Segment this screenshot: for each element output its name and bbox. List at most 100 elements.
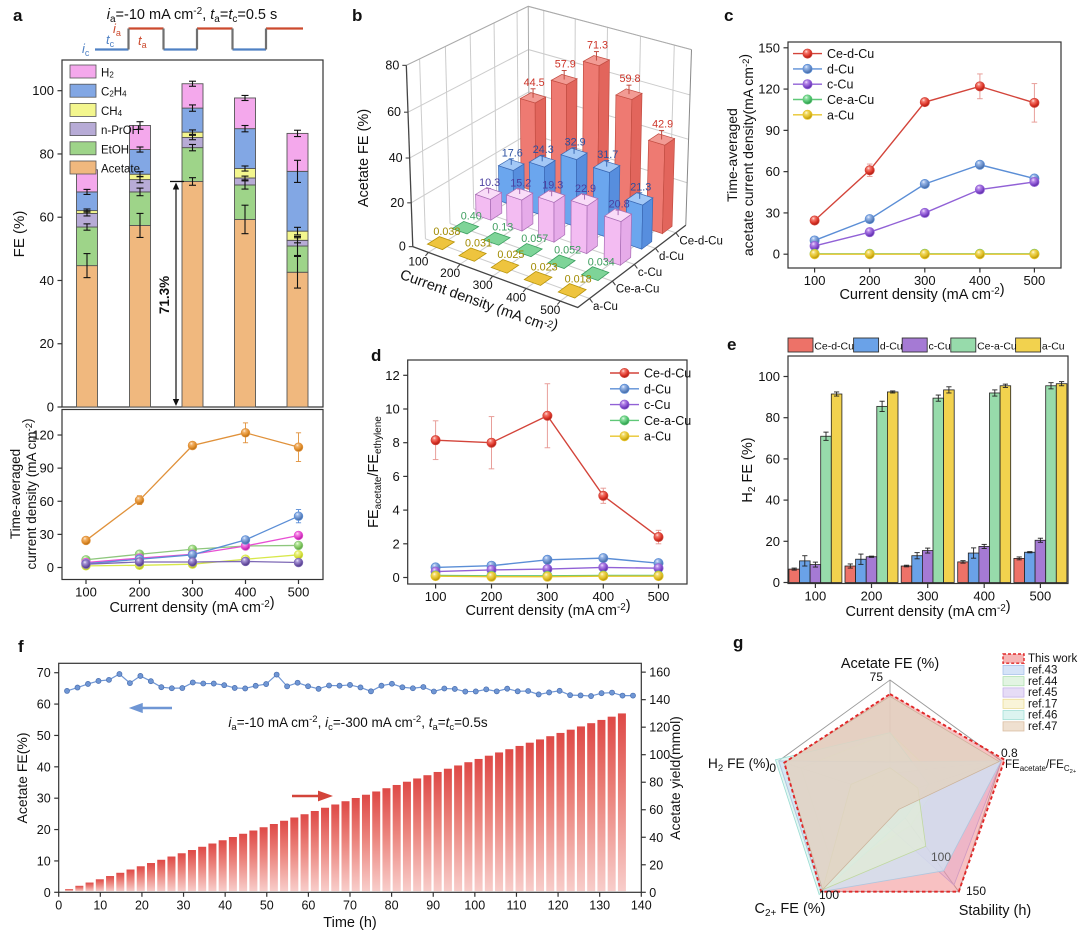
svg-text:200: 200 [440,266,460,280]
svg-text:30: 30 [177,898,191,912]
svg-text:0: 0 [392,570,399,585]
svg-text:This work: This work [1028,653,1077,665]
svg-text:150: 150 [758,40,780,55]
svg-text:EtOH: EtOH [101,144,129,156]
svg-text:160: 160 [649,666,670,680]
svg-text:c-Cu: c-Cu [827,78,853,92]
svg-text:d-Cu: d-Cu [827,62,854,76]
svg-text:Ce-d-Cu: Ce-d-Cu [827,47,874,61]
svg-text:150: 150 [966,884,986,898]
svg-text:50: 50 [260,898,274,912]
svg-text:44.5: 44.5 [524,77,545,89]
svg-text:0: 0 [649,886,656,900]
svg-text:80: 80 [766,410,780,425]
svg-text:tc: tc [106,32,115,49]
svg-text:0: 0 [47,400,54,415]
svg-text:6: 6 [392,469,399,484]
svg-text:200: 200 [481,589,503,604]
svg-text:acetate current density(mA cm-: acetate current density(mA cm-2) [736,54,756,256]
svg-text:2: 2 [392,536,399,551]
svg-text:400: 400 [235,585,257,600]
svg-text:90: 90 [426,898,440,912]
svg-text:90: 90 [40,461,54,476]
svg-text:100: 100 [464,898,485,912]
svg-text:31.7: 31.7 [597,149,618,161]
svg-text:17.6: 17.6 [502,147,523,159]
svg-text:140: 140 [631,898,652,912]
svg-text:400: 400 [592,589,614,604]
svg-text:0.8: 0.8 [1001,746,1018,760]
svg-text:30: 30 [766,205,780,220]
svg-text:300: 300 [537,589,559,604]
svg-text:Time-averaged: Time-averaged [8,449,23,539]
svg-text:n-PrOH: n-PrOH [101,125,140,137]
svg-text:ref.47: ref.47 [1028,721,1057,733]
svg-text:10: 10 [93,898,107,912]
svg-text:60: 60 [766,451,780,466]
svg-text:300: 300 [914,273,936,288]
svg-text:100: 100 [649,748,670,762]
svg-text:500: 500 [540,303,560,317]
svg-text:80: 80 [385,58,399,72]
svg-text:20: 20 [40,336,54,351]
svg-text:300: 300 [917,589,939,604]
svg-text:c-Cu: c-Cu [638,267,662,279]
svg-text:400: 400 [506,290,526,304]
svg-text:40: 40 [218,898,232,912]
svg-text:75: 75 [870,670,884,684]
svg-text:20.8: 20.8 [609,199,630,211]
svg-text:0: 0 [47,560,54,575]
svg-text:100: 100 [425,589,447,604]
svg-text:ia: ia [113,21,121,38]
svg-text:60: 60 [301,898,315,912]
svg-text:0: 0 [773,247,780,262]
svg-text:60: 60 [387,105,401,119]
svg-text:20: 20 [649,858,663,872]
svg-text:c-Cu: c-Cu [929,340,951,352]
svg-text:120: 120 [758,82,780,97]
svg-text:a-Cu: a-Cu [593,301,618,313]
svg-text:60: 60 [649,803,663,817]
svg-text:f: f [18,637,24,656]
svg-text:C2H4: C2H4 [101,87,127,99]
svg-text:100: 100 [758,369,780,384]
svg-text:42.9: 42.9 [652,119,673,131]
svg-text:Acetate FE (%): Acetate FE (%) [841,656,939,672]
svg-text:Ce-a-Cu: Ce-a-Cu [827,93,874,107]
svg-text:c-Cu: c-Cu [644,398,670,412]
svg-text:Stability (h): Stability (h) [959,903,1032,919]
svg-text:0: 0 [55,898,62,912]
svg-text:d-Cu: d-Cu [880,340,903,352]
svg-text:d: d [371,346,381,365]
svg-text:Acetate: Acetate [101,164,140,176]
svg-text:19.3: 19.3 [542,180,563,192]
svg-text:0: 0 [44,886,51,900]
svg-text:60: 60 [40,494,54,509]
svg-text:71.3: 71.3 [587,40,608,52]
svg-text:40: 40 [766,493,780,508]
svg-text:Current density (mA cm-2): Current density (mA cm-2) [839,282,1004,303]
svg-text:d-Cu: d-Cu [659,251,684,263]
svg-text:60: 60 [40,210,54,225]
svg-text:0.40: 0.40 [461,211,482,223]
svg-text:ref.46: ref.46 [1028,710,1057,722]
svg-text:FE (%): FE (%) [11,211,28,258]
svg-text:Time-averaged: Time-averaged [724,108,740,202]
svg-text:ref.45: ref.45 [1028,687,1057,699]
svg-text:21.3: 21.3 [630,181,651,193]
svg-text:15.2: 15.2 [510,178,531,190]
svg-text:24.3: 24.3 [533,144,554,156]
svg-text:100: 100 [931,850,951,864]
svg-text:ta: ta [138,33,147,50]
svg-text:0.018: 0.018 [565,274,592,286]
svg-text:100: 100 [408,254,428,268]
svg-text:500: 500 [1024,273,1046,288]
svg-text:0: 0 [399,240,406,254]
svg-text:a: a [13,6,23,25]
svg-text:120: 120 [32,428,54,443]
svg-text:100: 100 [819,888,839,902]
svg-text:Ce-d-Cu: Ce-d-Cu [814,340,854,352]
svg-text:Time (h): Time (h) [323,915,376,931]
svg-text:80: 80 [649,776,663,790]
svg-text:110: 110 [507,898,527,912]
